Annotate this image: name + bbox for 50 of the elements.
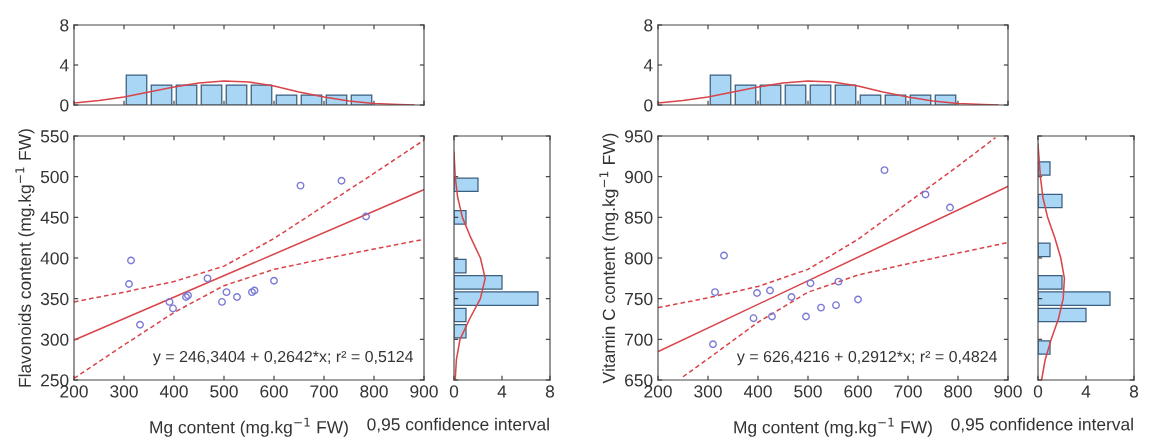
- x-tick-label: 500: [794, 385, 822, 398]
- y-tick-label: 950: [624, 130, 653, 143]
- x-tick-label: 800: [360, 385, 388, 398]
- x-tick-label: 400: [159, 385, 188, 398]
- x-tick-label: 4: [497, 385, 507, 398]
- x-axis-title: 0,95 confidence interval: [951, 417, 1133, 433]
- y-axis-title: Flavonoids content (mg.kg$^{−1}$ FW): [15, 129, 35, 387]
- y-tick-label: 0: [60, 99, 69, 112]
- x-axis-title: Mg content (mg.kg$^{−1}$ FW): [734, 417, 932, 437]
- y-tick-label: 650: [625, 374, 653, 387]
- y-tick-label: 250: [41, 374, 69, 387]
- y-tick-label: 700: [625, 333, 653, 346]
- y-tick-label: 450: [40, 211, 69, 224]
- x-tick-label: 900: [410, 385, 438, 398]
- y-tick-label: 0: [644, 99, 653, 112]
- x-tick-label: 300: [694, 385, 722, 398]
- y-tick-label: 8: [60, 19, 69, 32]
- y-tick-label: 4: [59, 59, 69, 72]
- y-tick-label: 750: [625, 292, 653, 306]
- x-tick-label: 0: [449, 385, 459, 398]
- x-tick-label: 4: [1081, 385, 1091, 398]
- y-tick-label: 850: [624, 211, 653, 224]
- x-axis-title: 0,95 confidence interval: [367, 417, 549, 433]
- y-tick-label: 550: [40, 130, 69, 143]
- y-tick-label: 4: [643, 59, 653, 72]
- x-tick-label: 700: [894, 385, 922, 398]
- annotation: y = 246,3404 + 0,2642*x; r² = 0,5124: [152, 350, 414, 366]
- y-axis-title: Vitamin C content (mg.kg$^{−1}$ FW): [599, 133, 619, 384]
- x-tick-label: 500: [210, 385, 238, 398]
- x-tick-label: 8: [545, 385, 555, 398]
- x-tick-label: 8: [1129, 385, 1139, 398]
- x-axis-title: Mg content (mg.kg$^{−1}$ FW): [150, 417, 348, 437]
- x-tick-label: 200: [60, 385, 88, 398]
- x-tick-label: 0: [1033, 385, 1043, 398]
- y-tick-label: 500: [40, 170, 69, 184]
- y-tick-label: 800: [624, 252, 653, 265]
- x-tick-label: 600: [260, 385, 288, 398]
- x-tick-label: 800: [944, 385, 972, 398]
- y-tick-label: 400: [40, 252, 69, 265]
- x-tick-label: 300: [110, 385, 138, 398]
- x-tick-label: 600: [844, 385, 872, 398]
- x-tick-label: 200: [644, 385, 672, 398]
- x-tick-label: 400: [743, 385, 772, 398]
- annotation: y = 626,4216 + 0,2912*x; r² = 0,4824: [736, 350, 998, 366]
- y-tick-label: 8: [644, 19, 653, 32]
- y-tick-label: 350: [40, 292, 69, 306]
- x-tick-label: 900: [994, 385, 1022, 398]
- y-tick-label: 900: [624, 170, 653, 184]
- y-tick-label: 300: [40, 333, 69, 346]
- x-tick-label: 700: [310, 385, 338, 398]
